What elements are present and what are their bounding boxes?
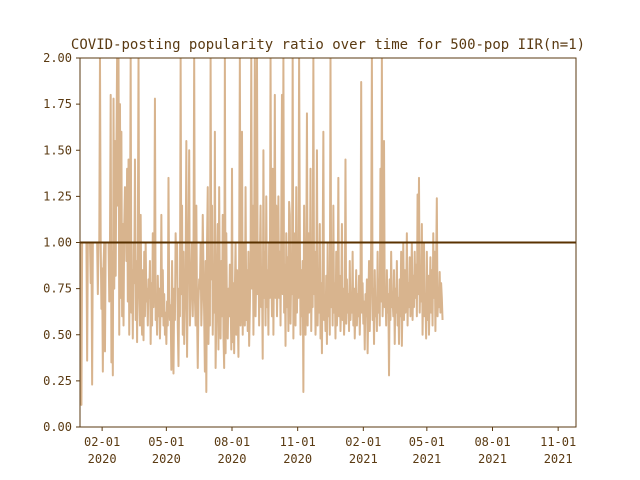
plot-area: 0.00 0.25 0.50 0.75 1.00 1.25 1.50 1.75 2.00 02-0… [43,51,577,466]
x-tick-label: 11-01 [280,435,316,449]
x-tick-label: 11-01 [540,435,576,449]
y-tick-label: 1.50 [43,143,72,157]
x-tick-label: 02-01 [345,435,381,449]
y-tick-label: 0.75 [43,282,72,296]
x-tick-label: 08-01 [474,435,510,449]
x-tick-year: 2020 [218,452,247,466]
y-tick-label: 2.00 [43,51,72,65]
x-tick-year: 2020 [88,452,117,466]
y-tick-label: 0.00 [43,420,72,434]
x-tick-label: 05-01 [409,435,445,449]
y-tick-label: 1.75 [43,97,72,111]
y-tick-label: 1.25 [43,189,72,203]
series-line-0 [80,58,444,406]
y-tick-label: 1.00 [43,236,72,250]
x-tick-year: 2020 [152,452,181,466]
y-tick-label: 0.50 [43,328,72,342]
x-tick-label: 08-01 [214,435,250,449]
x-tick-year: 2021 [544,452,573,466]
x-tick-year: 2021 [478,452,507,466]
x-tick-year: 2020 [283,452,312,466]
chart-title: COVID-posting popularity ratio over time… [71,37,585,53]
x-tick-label: 02-01 [84,435,120,449]
x-tick-label: 05-01 [148,435,184,449]
y-tick-label: 0.25 [43,374,72,388]
x-tick-year: 2021 [412,452,441,466]
x-tick-year: 2021 [349,452,378,466]
